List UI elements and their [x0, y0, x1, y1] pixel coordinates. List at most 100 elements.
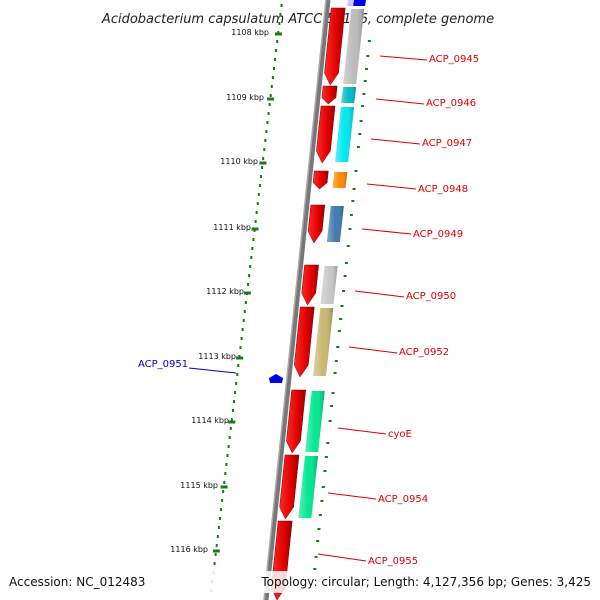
- feature-marker: [334, 360, 338, 362]
- gene-arrow: [324, 7, 346, 86]
- ruler-label-1116: 1116 kbp: [170, 545, 208, 554]
- gene-ACP_0950[interactable]: [301, 264, 338, 306]
- feature-marker: [318, 514, 322, 516]
- gene-label-ACP_0955[interactable]: ACP_0955: [368, 556, 418, 567]
- ruler-label-1111: 1111 kbp: [213, 223, 251, 232]
- feature-marker: [349, 214, 353, 216]
- label-connectors: [317, 55, 428, 562]
- ruler-ticks: [212, 32, 371, 570]
- gene-label-ACP_0950[interactable]: ACP_0950: [406, 291, 456, 302]
- feature-marker: [367, 40, 371, 42]
- feature-marker: [351, 200, 355, 202]
- gene-ACP_0952[interactable]: [294, 306, 334, 378]
- label-connector: [375, 98, 425, 105]
- feature-marker: [346, 245, 350, 247]
- gene-arrow: [312, 170, 329, 190]
- ruler-major-tick: [274, 32, 282, 36]
- feature-marker: [326, 442, 330, 444]
- feature-marker: [356, 146, 360, 148]
- gene-label-ACP_0952[interactable]: ACP_0952: [399, 347, 449, 358]
- feature-marker: [336, 346, 340, 348]
- ruler-dot: [230, 418, 233, 421]
- feature-marker: [348, 228, 352, 230]
- ruler-label-1110: 1110 kbp: [220, 157, 258, 166]
- gene-arrow: [294, 306, 315, 378]
- gene-ACP_0949[interactable]: [307, 204, 344, 244]
- genome-backbone: [263, 0, 331, 600]
- ruler-dot: [272, 67, 275, 70]
- ruler-dot: [278, 22, 281, 25]
- ruler-dot: [222, 490, 225, 493]
- ruler-dot: [254, 220, 257, 223]
- ruler-dot: [224, 472, 227, 475]
- feature-marker: [323, 470, 327, 472]
- feature-marker: [342, 290, 346, 292]
- feature-marker: [358, 133, 362, 135]
- ruler-dot: [265, 130, 268, 133]
- ruler-dot: [274, 58, 277, 61]
- ruler-dot: [236, 373, 239, 376]
- gene-label-ACP_0946[interactable]: ACP_0946: [426, 98, 476, 109]
- ruler-dot: [270, 85, 273, 88]
- ruler-dot: [228, 436, 231, 439]
- feature-marker: [361, 105, 365, 107]
- ruler-major-tick: [220, 485, 228, 489]
- ruler-dot: [215, 544, 218, 547]
- ruler-dot: [240, 337, 243, 340]
- feature-marker: [343, 275, 347, 277]
- gene-label-cyoE[interactable]: cyoE: [388, 429, 412, 440]
- feature-marker: [352, 188, 356, 190]
- ruler-dot: [229, 427, 232, 430]
- feature-marker: [328, 420, 332, 422]
- cog-band-shade: [320, 266, 338, 304]
- ruler-dot: [263, 148, 266, 151]
- gene-label-ACP_0945[interactable]: ACP_0945: [429, 54, 479, 65]
- accession-text: Accession: NC_012483: [9, 575, 145, 589]
- label-connector: [361, 228, 412, 235]
- feature-marker: [324, 456, 328, 458]
- gene-ACP_0947[interactable]: [316, 105, 355, 164]
- ruler-dot: [271, 76, 274, 79]
- feature-marker: [320, 500, 324, 502]
- gene-cyoE[interactable]: [286, 389, 325, 454]
- feature-marker: [333, 372, 337, 374]
- gene-ACP_0945[interactable]: [324, 7, 365, 86]
- footer-background: [0, 571, 600, 593]
- ruler-dot: [256, 202, 259, 205]
- ruler-dot: [223, 481, 226, 484]
- gene-arrow: [286, 389, 306, 454]
- ruler-dot: [261, 166, 264, 169]
- ruler-major-tick: [212, 549, 220, 553]
- ruler-dot: [262, 157, 265, 160]
- ruler-dot: [233, 400, 235, 403]
- gene-label-ACP_0954[interactable]: ACP_0954: [378, 494, 428, 505]
- ruler-label-1108: 1108 kbp: [231, 28, 269, 37]
- cog-band-shade: [341, 87, 357, 103]
- label-connector: [379, 55, 428, 61]
- ruler-dot: [221, 499, 224, 502]
- gene-ACP_0946[interactable]: [321, 85, 357, 105]
- feature-marker: [321, 486, 325, 488]
- feature-marker: [340, 305, 344, 307]
- feature-marker: [317, 528, 321, 530]
- gene-fragment-top[interactable]: [347, 0, 366, 6]
- label-connector: [354, 290, 405, 298]
- gene-label-ACP_0947[interactable]: ACP_0947: [422, 138, 472, 149]
- label-connector: [327, 492, 377, 500]
- ruler-dot: [257, 193, 260, 196]
- gene-label-ACP_0949[interactable]: ACP_0949: [413, 229, 463, 240]
- gene-ACP_0954[interactable]: [279, 454, 318, 520]
- label-connector: [366, 183, 417, 190]
- gene-label-ACP_0951[interactable]: ACP_0951: [138, 359, 188, 370]
- ruler-dot: [280, 4, 283, 7]
- gene-arrow: [321, 85, 338, 105]
- gene-ACP_0948[interactable]: [312, 170, 348, 190]
- connector-ACP_0951: [188, 367, 237, 374]
- gene-label-ACP_0948[interactable]: ACP_0948: [418, 184, 468, 195]
- ruler-dot: [260, 175, 262, 178]
- gene-ACP_0951[interactable]: [269, 374, 283, 383]
- cog-band-shade: [298, 456, 318, 518]
- ruler-dot: [268, 103, 271, 106]
- label-connector: [337, 427, 387, 435]
